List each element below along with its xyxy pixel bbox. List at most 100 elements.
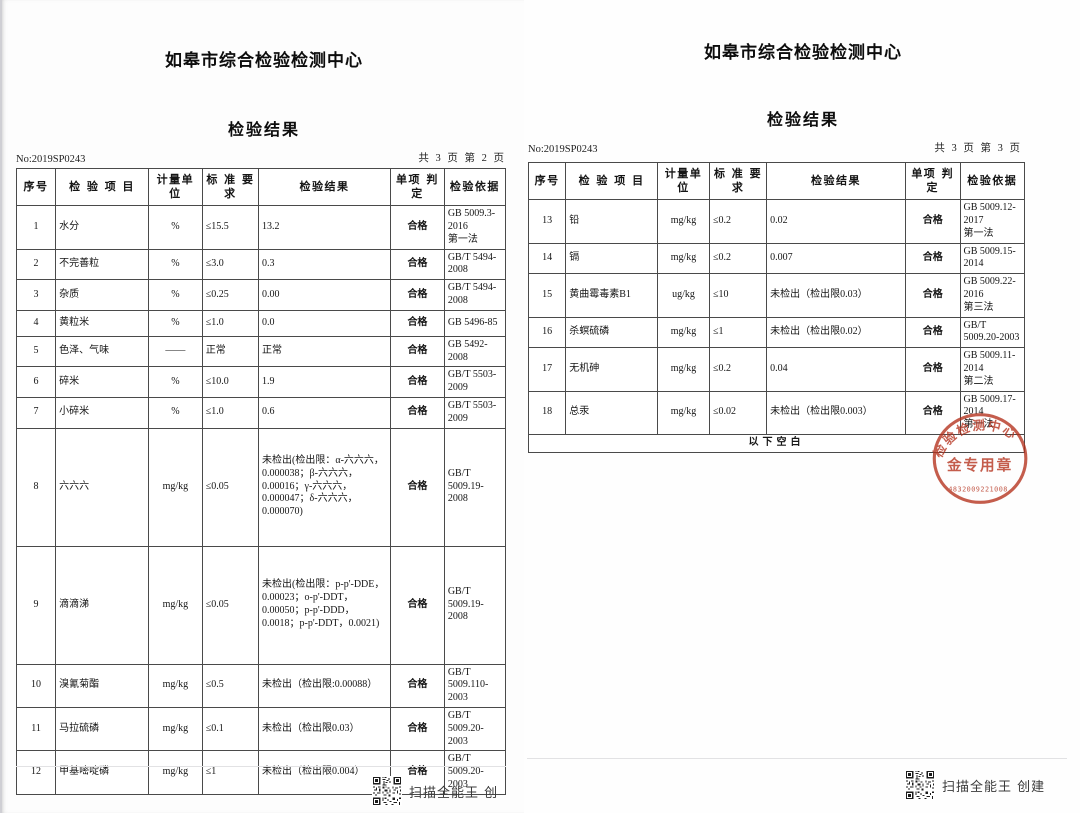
cell-unit: mg/kg — [656, 242, 711, 275]
cell-basis: GB 5496-85 — [443, 309, 507, 337]
table-row: 9 滴滴涕 mg/kg ≤0.05 未检出(检出限：p-p'-DDE，0.00023；o… — [15, 545, 507, 665]
cell-result: 0.02 — [766, 199, 906, 244]
document-page-3: 如皋市综合检验检测中心 检验结果 No:2019SP0243 共 3 页 第 3… — [525, 0, 1080, 813]
table-row: 3 杂质% ≤0.25 0.00 合格 GB/T 5494-2008 — [15, 279, 507, 311]
page-2-table-wrap: 序号 检 验 项 目 计量单位 标 准 要 求 检验结果 单项 判定 检验依据 … — [15, 167, 507, 795]
table-row: 17 无机砷 mg/kg ≤0.2 0.04 合格 GB 5009.11-2014 第二法 — [528, 347, 1026, 392]
qr-code-icon — [905, 770, 936, 800]
cell-unit: % — [148, 396, 203, 429]
column-header-standard: 标 准 要 求 — [709, 161, 768, 201]
cell-result: 未检出（检出限0.004） — [258, 750, 392, 795]
cell-item: 滴滴涕 — [55, 545, 150, 665]
cell-judgement: 合格 — [390, 366, 445, 398]
cell-item: 色泽、气味 — [55, 335, 150, 368]
cell-standard: ≤0.05 — [201, 545, 260, 665]
cell-judgement: 合格 — [390, 427, 445, 547]
cell-no: 18 — [528, 390, 567, 435]
cell-result: 0.04 — [766, 347, 906, 392]
cell-no: 3 — [15, 279, 57, 311]
cell-basis: GB/T 5494-2008 — [443, 279, 507, 311]
cell-no: 1 — [15, 205, 57, 250]
cell-basis: GB/T 5009.19-2008 — [443, 545, 507, 665]
qr-code-icon — [372, 776, 402, 806]
table-row: 6 碎米% ≤10.0 1.9 合格 GB/T 5503-2009 — [15, 366, 507, 398]
cell-judgement: 合格 — [904, 347, 961, 392]
cell-unit: % — [148, 309, 203, 337]
column-header-item: 检 验 项 目 — [565, 161, 658, 201]
table-row: 7 小碎米% ≤1.0 0.6 合格 GB/T 5503-2009 — [15, 396, 507, 429]
cell-item: 溴氰菊酯 — [55, 663, 150, 708]
svg-text:4832009221008: 4832009221008 — [948, 486, 1008, 494]
cell-judgement: 合格 — [390, 396, 445, 429]
page-2-meta-row: No:2019SP0243 共 3 页 第 2 页 — [16, 150, 506, 165]
cell-result: 未检出（检出限0.02） — [766, 316, 906, 349]
page-2-report-no: No:2019SP0243 — [16, 154, 86, 165]
table-row: 16 杀螟硫磷 mg/kg ≤1 未检出（检出限0.02） 合格 GB/T 5009.20-… — [528, 316, 1026, 349]
cell-no: 10 — [15, 663, 57, 708]
cell-judgement: 合格 — [390, 205, 445, 250]
table-row: 14 镉 mg/kg ≤0.2 0.007 合格 GB 5009.15-2014 — [528, 242, 1026, 275]
cell-standard: ≤0.25 — [201, 279, 260, 311]
cell-item: 杂质 — [55, 279, 150, 311]
blank-below-note-row: 以下空白 — [528, 433, 1026, 453]
cell-result: 未检出(检出限：p-p'-DDE，0.00023；o-p'-DDT，0.0005… — [258, 545, 392, 665]
cell-judgement: 合格 — [904, 390, 961, 435]
cell-standard: ≤0.05 — [201, 427, 260, 547]
cell-result: 13.2 — [258, 205, 392, 250]
cell-item: 水分 — [55, 205, 150, 250]
page-2-page-label: 共 3 页 第 2 页 — [418, 153, 506, 164]
cell-unit: ug/kg — [656, 273, 711, 318]
cell-unit: —— — [148, 335, 203, 368]
table-row: 18 总汞 mg/kg ≤0.02 未检出（检出限0.003） 合格 GB 5009.17-… — [528, 390, 1026, 435]
cell-result: 未检出(检出限：α-六六六，0.000038；β-六六六，0.00016；γ-六… — [258, 427, 392, 547]
cell-standard: ≤0.2 — [709, 347, 768, 392]
page-2-org-title: 如皋市综合检验检测中心 — [165, 51, 363, 71]
cell-unit: mg/kg — [656, 390, 711, 435]
cell-basis: GB/T 5503-2009 — [443, 366, 507, 398]
column-header-result: 检验结果 — [766, 161, 906, 201]
table-row: 10 溴氰菊酯 mg/kg ≤0.5 未检出（检出限:0.00088） 合格 GB/T 50… — [15, 663, 507, 708]
inspection-results-table-page-3: 序号 检 验 项 目 计量单位 标 准 要 求 检验结果 单项 判定 检验依据 … — [528, 161, 1026, 453]
cell-unit: % — [148, 248, 203, 281]
column-header-unit: 计量单位 — [656, 161, 711, 201]
cell-judgement: 合格 — [390, 706, 445, 752]
cell-basis: GB/T 5009.20-2003 — [959, 316, 1026, 349]
cell-basis: GB 5009.3-2016 第一法 — [443, 205, 507, 250]
cell-result: 0.007 — [766, 242, 906, 275]
page-2-footer: 扫描全能王 创 — [372, 776, 498, 806]
cell-no: 14 — [528, 242, 567, 275]
cell-item: 铅 — [565, 199, 658, 244]
cell-basis: GB 5492-2008 — [443, 335, 507, 368]
cell-no: 8 — [15, 427, 57, 547]
column-header-unit: 计量单位 — [148, 167, 203, 207]
cell-no: 15 — [528, 273, 567, 318]
cell-basis: GB/T 5009.20-2003 — [443, 750, 507, 795]
cell-basis: GB 5009.17-2014 第一法 — [959, 390, 1026, 435]
table-row: 2 不完善粒% ≤3.0 0.3 合格 GB/T 5494-2008 — [15, 248, 507, 281]
cell-standard: ≤0.2 — [709, 242, 768, 275]
cell-no: 2 — [15, 248, 57, 281]
page-3-table-wrap: 序号 检 验 项 目 计量单位 标 准 要 求 检验结果 单项 判定 检验依据 … — [528, 161, 1026, 453]
table-row: 11 马拉硫磷 mg/kg ≤0.1 未检出（检出限0.03） 合格 GB/T 5009.2… — [15, 706, 507, 752]
cell-standard: ≤15.5 — [201, 205, 260, 250]
cell-judgement: 合格 — [390, 663, 445, 708]
page-3-footer-text: 扫描全能王 创建 — [942, 779, 1046, 795]
table-row: 15 黄曲霉毒素B1 ug/kg ≤10 未检出（检出限0.03） 合格 GB 5009.2… — [528, 273, 1026, 318]
cell-item: 小碎米 — [55, 396, 150, 429]
cell-result: 0.00 — [258, 279, 392, 311]
column-header-no: 序号 — [528, 161, 567, 201]
cell-unit: % — [148, 279, 203, 311]
cell-no: 9 — [15, 545, 57, 665]
cell-standard: ≤0.1 — [201, 706, 260, 752]
page-3-meta-row: No:2019SP0243 共 3 页 第 3 页 — [528, 140, 1022, 155]
cell-standard: ≤0.5 — [201, 663, 260, 708]
cell-item: 马拉硫磷 — [55, 706, 150, 752]
cell-basis: GB 5009.11-2014 第二法 — [959, 347, 1026, 392]
cell-no: 13 — [528, 199, 567, 244]
cell-item: 甲基嘧啶磷 — [55, 750, 150, 795]
cell-judgement: 合格 — [390, 248, 445, 281]
svg-text:金专用章: 金专用章 — [946, 456, 1013, 474]
cell-no: 16 — [528, 316, 567, 349]
document-page-2: 如皋市综合检验检测中心 检验结果 No:2019SP0243 共 3 页 第 2… — [0, 0, 526, 813]
